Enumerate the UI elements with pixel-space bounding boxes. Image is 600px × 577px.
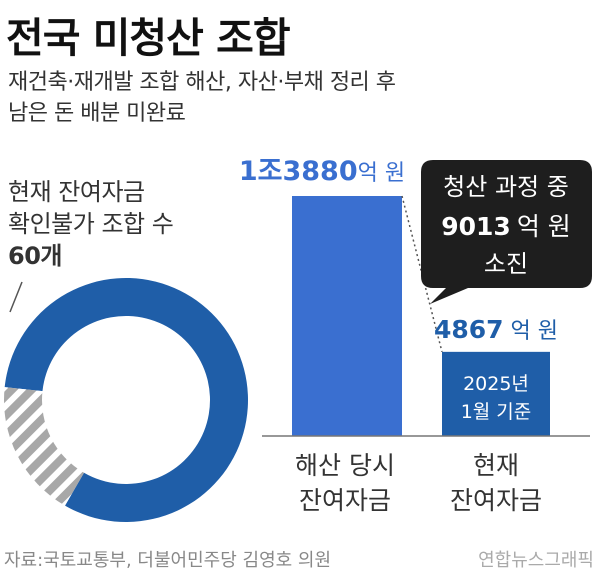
bar1-value: 1조3880 [239,156,358,187]
bar-current-funds [442,351,550,436]
donut-leader-line [9,281,23,313]
donut-slice-unknown [4,387,84,506]
page-title: 전국 미청산 조합 [6,14,291,62]
callout-unit: 억 원 [517,212,571,241]
callout-line-1: 청산 과정 중 [443,173,569,201]
callout-line-2: 9013 억 원 [441,212,571,241]
bar2-value-label: 4867 억 원 [434,315,558,344]
subtitle-line-1: 재건축·재개발 조합 해산, 자산·부채 정리 후 [8,70,396,95]
donut-unknown-label-line-2: 확인불가 조합 수 [8,210,174,238]
subtitle-line-2: 남은 돈 배분 미완료 [8,101,186,126]
donut-center-line-2: 미청산 조합 수 [45,373,207,403]
bar-dissolution-funds [292,196,402,436]
footer-credit: 연합뉴스그래픽 [478,550,594,571]
callout-bubble [421,160,592,304]
callout-line-3: 소진 [484,250,528,278]
bar1-value-label: 1조3880억 원 [239,156,405,187]
donut-unknown-value: 60개 [8,242,62,270]
donut-chart [4,278,249,523]
category-label-1-line-1: 해산 당시 [295,451,395,480]
bar1-unit: 억 원 [358,161,405,186]
bar2-note-line-1: 2025년 [463,373,529,395]
donut-center-line-1: 전체 [102,334,150,364]
callout-amount: 9013 [441,212,511,241]
category-label-2-line-1: 현재 [473,451,519,480]
category-label-2-line-2: 잔여자금 [450,486,542,515]
footer-source: 자료:국토교통부, 더불어민주당 김영호 의원 [4,550,332,571]
donut-slice-other [4,278,249,523]
donut-unknown-label-line-1: 현재 잔여자금 [8,178,145,206]
bar2-value: 4867 [434,315,504,344]
bar2-unit: 억 원 [504,319,558,344]
category-label-1-line-2: 잔여자금 [299,486,391,515]
bar2-note-line-2: 1월 기준 [461,401,532,423]
donut-center-line-3: 327개 [81,415,171,450]
